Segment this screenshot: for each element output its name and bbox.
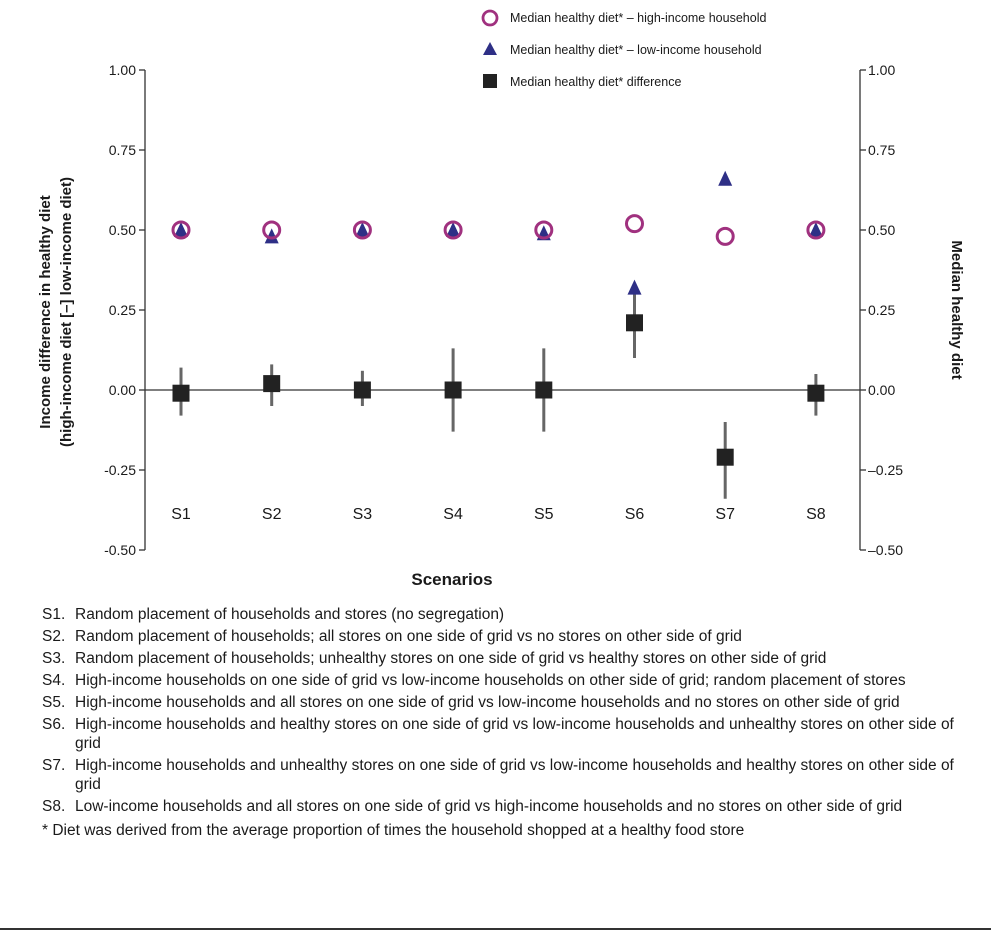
right-y-tick-label: 0.75 (868, 142, 895, 158)
difference-square-marker (535, 381, 553, 399)
note-text: Random placement of households and store… (75, 606, 505, 623)
note-text: High-income households and unhealthy sto… (75, 757, 954, 793)
right-y-tick-label: 0.00 (868, 382, 895, 398)
left-y-axis-title-line2: (high-income diet [–] low-income diet) (58, 177, 75, 447)
left-y-tick-label: -0.25 (104, 462, 136, 478)
note-code: S1. (42, 606, 66, 623)
x-category-label: S2 (262, 506, 282, 523)
high-income-circle-marker (534, 220, 554, 240)
chart: 1.00 1.00 0.75 0.75 0.50 0.50 0.25 0.25 0.00 0.00… (37, 9, 965, 589)
low-income-triangle-marker (446, 222, 461, 237)
right-y-tick-label: 1.00 (868, 62, 895, 78)
legend-label-difference: Median healthy diet* difference (510, 75, 681, 89)
left-y-tick-label: 0.75 (109, 142, 136, 158)
scenario-notes: S1. Random placement of households and st… (42, 605, 962, 840)
legend-label-low-income: Median healthy diet* – low-income househ… (510, 43, 762, 57)
legend-square-swatch (483, 74, 497, 88)
high-income-circle-marker (171, 220, 191, 240)
x-category-label: S5 (534, 506, 554, 523)
left-y-tick-label: -0.50 (104, 542, 136, 558)
high-income-circle-marker (262, 220, 282, 240)
high-income-circle-marker (443, 220, 463, 240)
difference-square-marker (716, 448, 734, 466)
note-text: High-income households and all stores on… (75, 694, 900, 711)
high-income-circle-marker (715, 226, 735, 246)
note-s1: S1. Random placement of households and st… (42, 605, 962, 624)
note-s2: S2. Random placement of households; all s… (42, 627, 962, 646)
note-s5: S5. High-income households and all stores… (42, 693, 962, 712)
left-y-tick-label: 0.25 (109, 302, 136, 318)
note-text: Random placement of households; all stor… (75, 628, 742, 645)
legend-triangle-swatch (483, 42, 497, 55)
x-category-label: S3 (353, 506, 373, 523)
x-category-label: S6 (625, 506, 645, 523)
difference-square-marker (172, 384, 190, 402)
note-text: Random placement of households; unhealth… (75, 650, 827, 667)
x-category-label: S1 (171, 506, 191, 523)
note-text: High-income households on one side of gr… (75, 672, 906, 689)
left-y-axis-title-line1: Income difference in healthy diet (37, 195, 54, 428)
left-y-tick-label: 0.50 (109, 222, 136, 238)
note-code: S5. (42, 694, 66, 711)
low-income-triangle-marker (355, 222, 370, 237)
low-income-triangle-marker (264, 228, 279, 244)
low-income-triangle-marker (174, 222, 188, 237)
note-s7: S7. High-income households and unhealthy … (42, 756, 962, 794)
note-code: S2. (42, 628, 66, 645)
note-text: Low-income households and all stores on … (75, 798, 903, 815)
left-y-tick-label: 1.00 (109, 62, 136, 78)
high-income-circle-marker (806, 220, 826, 240)
right-y-tick-label: 0.50 (868, 222, 895, 238)
note-text: High-income households and healthy store… (75, 716, 954, 752)
footnote: * Diet was derived from the average prop… (42, 822, 745, 839)
legend-circle-swatch (481, 9, 499, 27)
low-income-triangle-marker (808, 222, 823, 237)
note-code: S3. (42, 650, 66, 667)
x-axis-title: Scenarios (411, 570, 492, 589)
right-y-tick-label: –0.25 (868, 462, 903, 478)
legend-label-high-income: Median healthy diet* – high-income house… (510, 11, 766, 25)
note-s4: S4. High-income households on one side of… (42, 671, 962, 690)
x-category-label: S8 (806, 506, 826, 523)
note-s8: S8. Low-income households and all stores … (42, 797, 962, 816)
x-category-label: S7 (715, 506, 735, 523)
left-y-tick-label: 0.00 (109, 382, 136, 398)
difference-square-marker (807, 384, 825, 402)
difference-square-marker (444, 381, 462, 399)
right-y-tick-label: 0.25 (868, 302, 895, 318)
high-income-circle-marker (352, 220, 372, 240)
low-income-triangle-marker (627, 279, 642, 295)
high-income-circle-marker (625, 214, 644, 234)
right-y-tick-label: –0.50 (868, 542, 903, 558)
note-code: S6. (42, 716, 66, 733)
difference-square-marker (263, 375, 281, 393)
low-income-triangle-marker (718, 170, 733, 186)
note-code: S8. (42, 798, 66, 815)
difference-square-marker (626, 314, 643, 332)
difference-square-marker (353, 381, 371, 399)
note-code: S7. (42, 757, 66, 774)
note-s6: S6. High-income households and healthy st… (42, 715, 962, 753)
bottom-rule (0, 928, 991, 930)
right-y-axis-title: Median healthy diet (948, 240, 965, 379)
note-code: S4. (42, 672, 66, 689)
x-category-label: S4 (443, 506, 463, 523)
note-s3: S3. Random placement of households; unhea… (42, 649, 962, 668)
